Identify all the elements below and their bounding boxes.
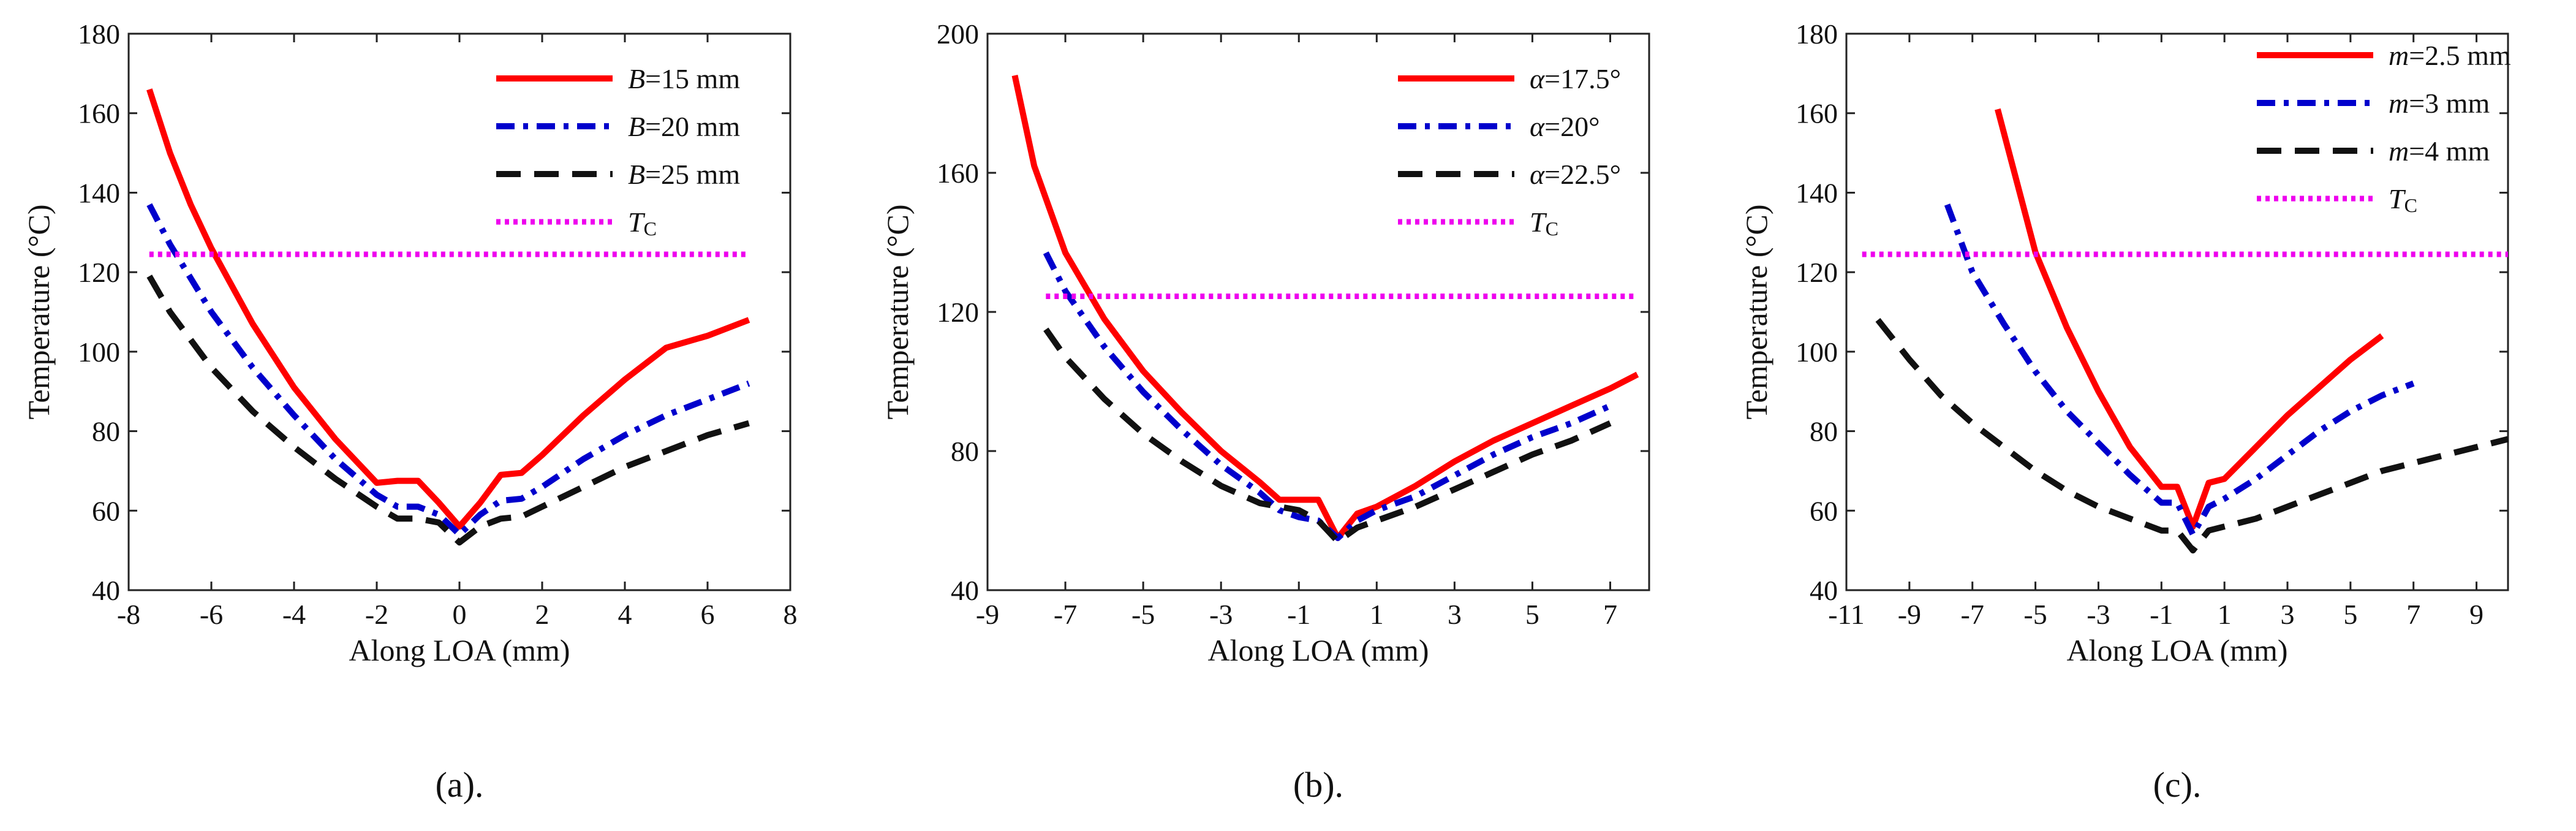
y-axis-label: Temperature (°C) [1739, 204, 1773, 419]
series-line [1995, 108, 2384, 530]
series-line [146, 203, 750, 538]
x-tick-label: 3 [1448, 599, 1462, 630]
y-tick-label: 100 [1796, 336, 1838, 368]
x-tick-label: -8 [117, 599, 140, 630]
y-tick-label: 80 [92, 416, 120, 447]
x-tick-label: -5 [1131, 599, 1155, 630]
legend-entry: α=22.5° [1530, 159, 1621, 190]
x-tick-label: 2 [535, 599, 550, 630]
x-tick-label: -5 [2023, 599, 2047, 630]
legend-entry: B=20 mm [628, 111, 740, 142]
plot-frame [1845, 32, 2509, 591]
chart-panel-b: -9 -7 -5 -3 -1 1 3 5 7 40 80 120 160 200 Along LOA (mm… [859, 0, 1717, 831]
y-tick-label: 180 [78, 18, 120, 50]
y-tick-label: 180 [1796, 18, 1838, 50]
legend-entry: TC [2389, 183, 2417, 216]
x-tick-label: -3 [1209, 599, 1233, 630]
y-tick-label: 140 [1796, 177, 1838, 208]
legend-entry: m=2.5 mm [2389, 40, 2511, 71]
y-tick-label: 120 [78, 257, 120, 288]
series-line [146, 88, 750, 530]
y-tick-label: 140 [78, 177, 120, 208]
y-axis-label: Temperature (°C) [21, 204, 56, 419]
x-tick-label: -9 [1898, 599, 1921, 630]
y-tick-label: 120 [1796, 257, 1838, 288]
legend-entry: m=3 mm [2389, 88, 2490, 119]
x-tick-label: -4 [282, 599, 306, 630]
legend-entry: α=20° [1530, 111, 1600, 142]
x-tick-label: 3 [2281, 599, 2295, 630]
x-tick-label: -1 [2150, 599, 2173, 630]
x-tick-label: 0 [453, 599, 467, 630]
chart-svg: -9 -7 -5 -3 -1 1 3 5 7 40 80 120 160 200 Along LOA (mm… [880, 18, 1650, 805]
chart-svg: -11 -9 -7 -5 -3 -1 1 3 5 7 9406080100120140160180A… [1739, 18, 2511, 805]
legend-entry: m=4 mm [2389, 135, 2490, 167]
x-tick-label: 7 [2406, 599, 2420, 630]
legend-entry: B=15 mm [628, 63, 740, 94]
chart-svg: -8 -6 -4 -2 0 2 4 6 8 40 60 80 100 120 140 160 180 Along … [21, 18, 798, 805]
x-tick-label: 4 [618, 599, 632, 630]
y-tick-label: 200 [937, 18, 979, 50]
x-tick-label: 1 [2218, 599, 2232, 630]
legend-entry: TC [628, 207, 657, 240]
y-tick-label: 80 [951, 436, 979, 467]
x-tick-label: -7 [1054, 599, 1077, 630]
y-tick-label: 40 [92, 575, 120, 606]
figure-caption: (c). [2153, 765, 2202, 805]
y-tick-label: 60 [1810, 495, 1838, 526]
x-tick-label: -3 [2087, 599, 2110, 630]
series-line [1043, 327, 1612, 545]
y-tick-label: 160 [937, 157, 979, 189]
y-tick-label: 160 [78, 98, 120, 129]
x-tick-label: -6 [200, 599, 223, 630]
x-tick-label: 8 [784, 599, 798, 630]
series-line [1944, 203, 2415, 538]
x-tick-label: 7 [1603, 599, 1617, 630]
chart-panel-c: -11 -9 -7 -5 -3 -1 1 3 5 7 9 40 60 80 100 120 140 160 180 A… [1718, 0, 2575, 831]
chart-panel-a: -8 -6 -4 -2 0 2 4 6 8 40 60 80 100 120 140 160 180 Along … [0, 0, 858, 831]
series-line [1043, 251, 1612, 541]
figure-caption: (a). [436, 765, 484, 805]
series-line [146, 275, 750, 546]
y-tick-label: 60 [92, 495, 120, 526]
y-axis-label: Temperature (°C) [880, 204, 915, 419]
y-tick-label: 120 [937, 297, 979, 328]
y-tick-label: 160 [1796, 98, 1838, 129]
x-tick-label: -2 [365, 599, 388, 630]
x-tick-label: 5 [1525, 599, 1539, 630]
y-tick-label: 40 [951, 575, 979, 606]
legend-entry: α=17.5° [1530, 63, 1621, 94]
legend-entry: TC [1530, 207, 1558, 240]
x-tick-label: 5 [2343, 599, 2357, 630]
series-line [1011, 75, 1639, 541]
x-tick-label: -1 [1287, 599, 1310, 630]
x-tick-label: -9 [976, 599, 999, 630]
x-tick-label: -11 [1828, 599, 1865, 630]
x-axis-label: Along LOA (mm) [349, 633, 570, 667]
x-tick-label: 1 [1370, 599, 1384, 630]
x-tick-label: 6 [701, 599, 715, 630]
y-tick-label: 40 [1810, 575, 1838, 606]
figure-caption: (b). [1293, 765, 1343, 805]
y-tick-label: 100 [78, 336, 120, 368]
x-tick-label: -7 [1961, 599, 1984, 630]
series-line [1875, 317, 2509, 554]
y-tick-label: 80 [1810, 416, 1838, 447]
x-tick-label: 9 [2469, 599, 2483, 630]
legend-entry: B=25 mm [628, 159, 740, 190]
x-axis-label: Along LOA (mm) [1207, 633, 1429, 667]
x-axis-label: Along LOA (mm) [2066, 633, 2287, 667]
